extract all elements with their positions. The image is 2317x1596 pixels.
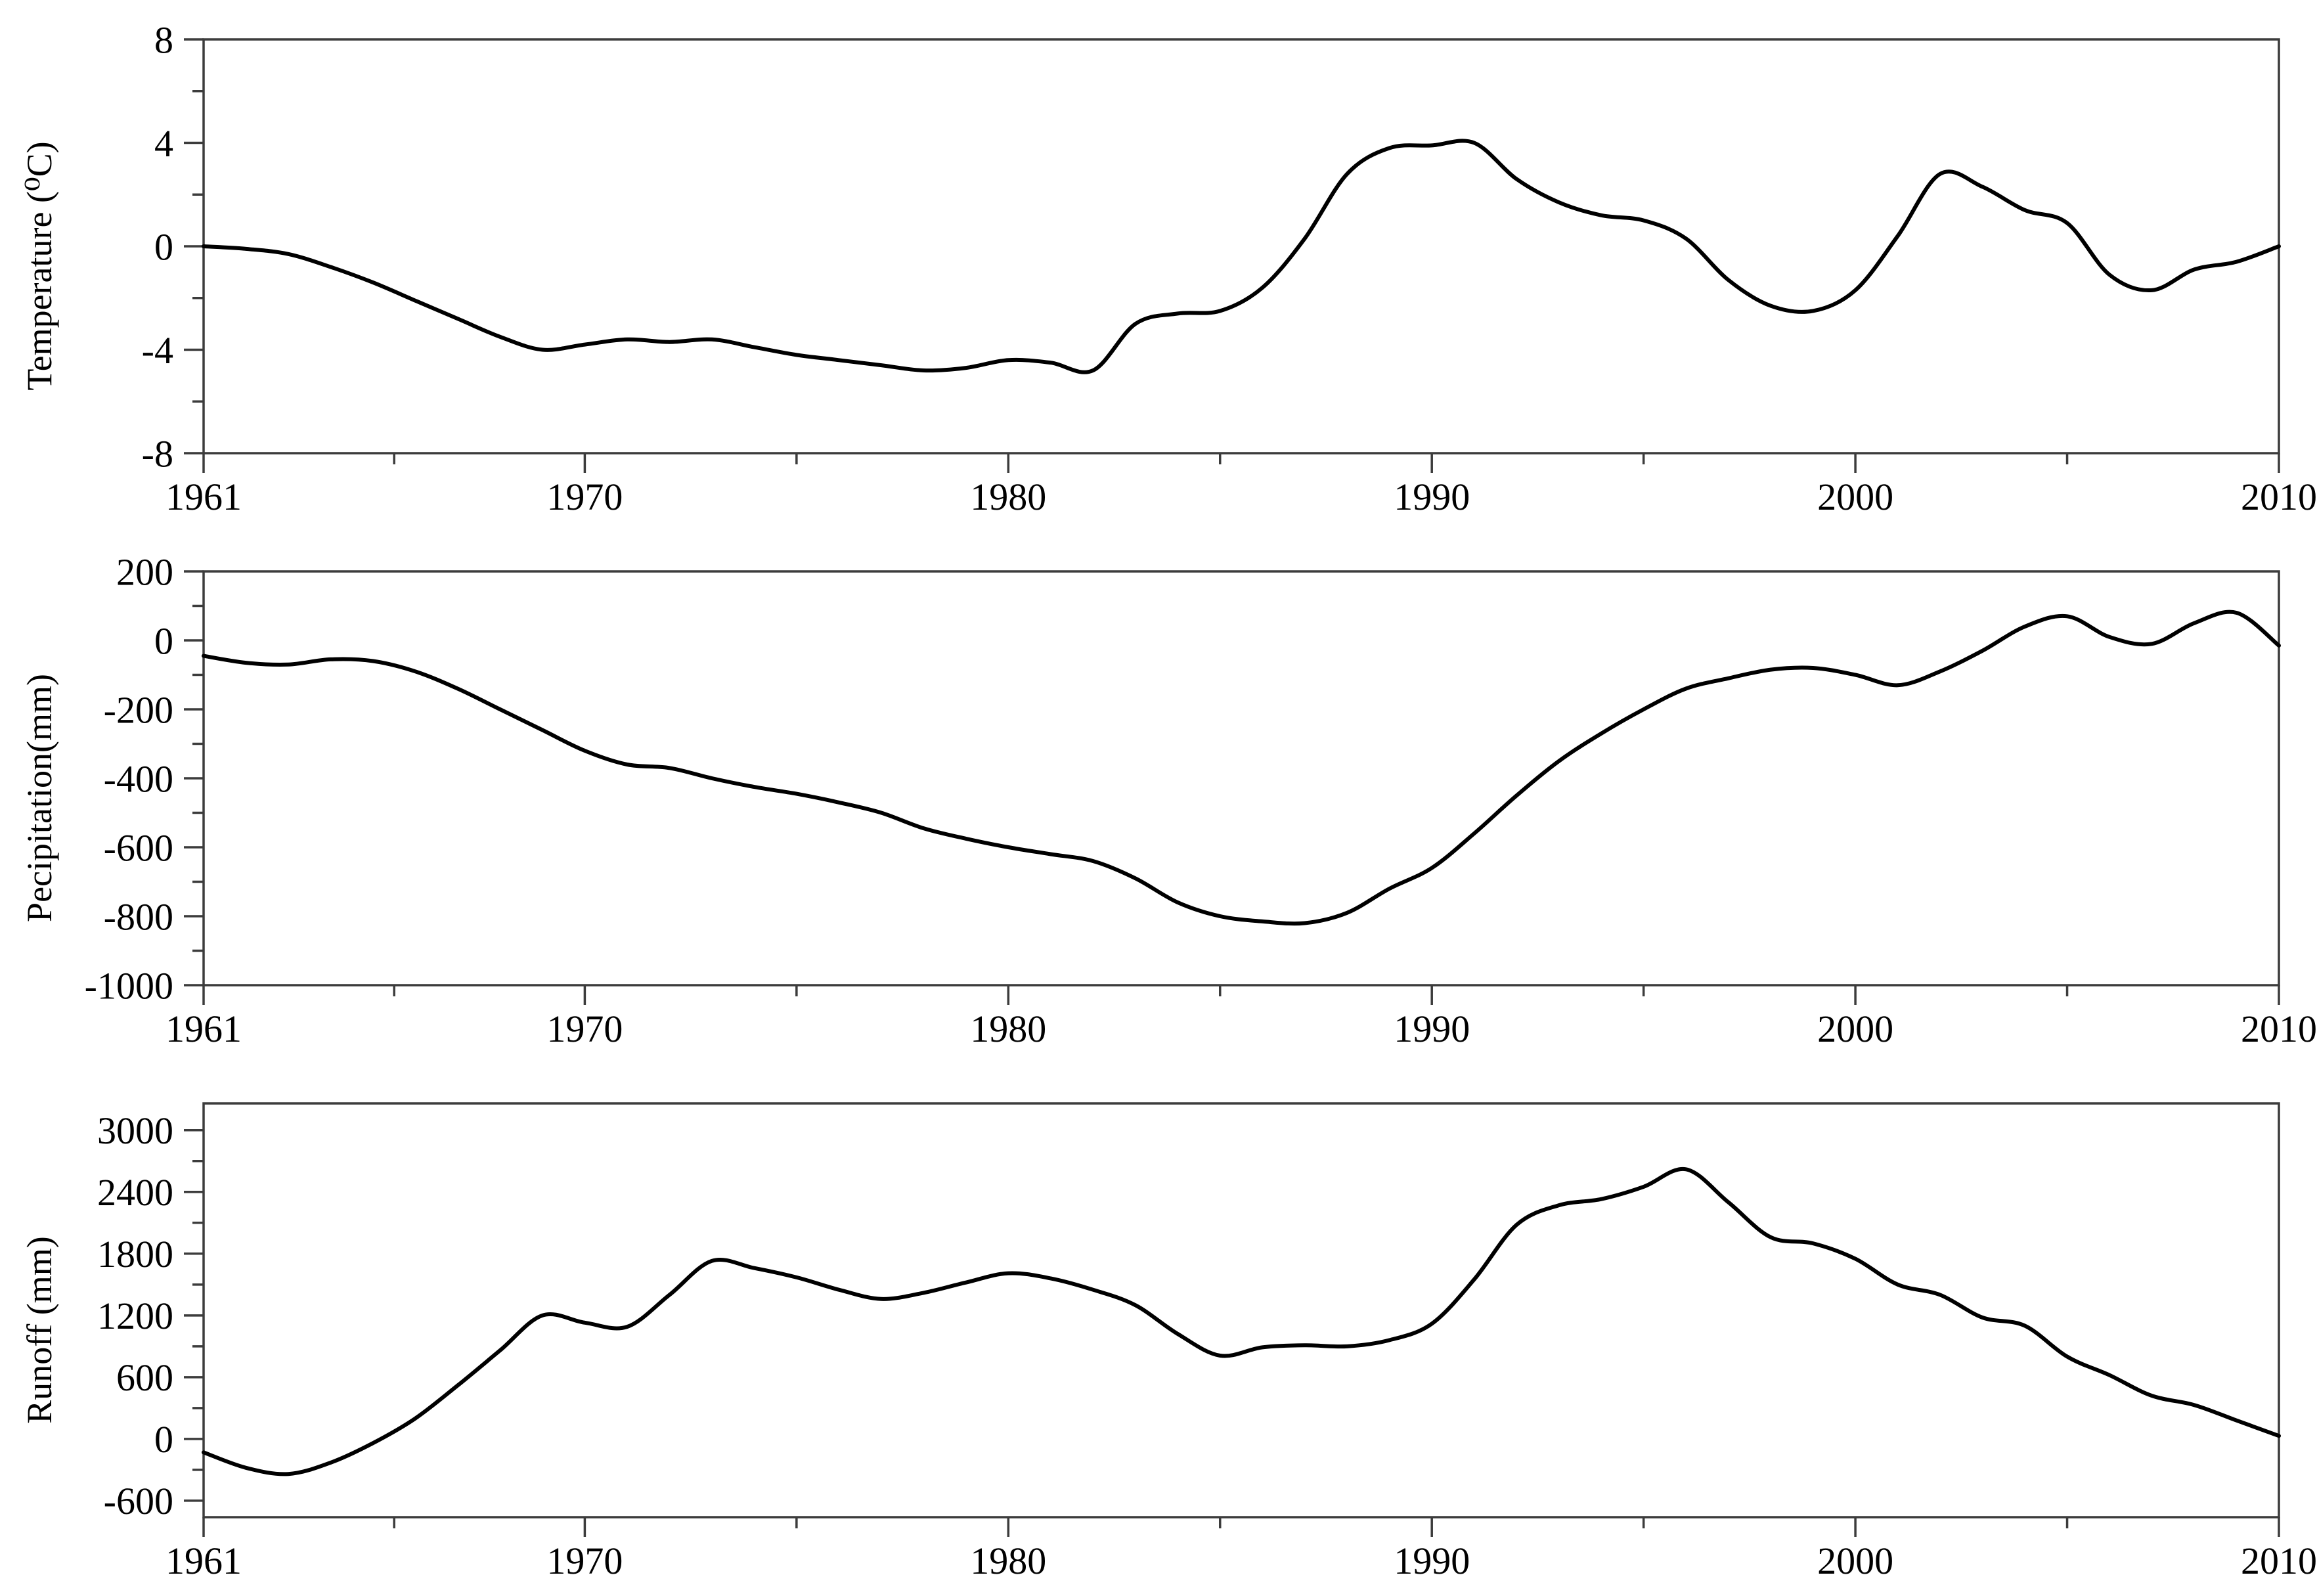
y-tick-label: 1200 <box>97 1295 173 1337</box>
plot-frame <box>202 1102 2280 1518</box>
y-tick-label: -400 <box>104 757 173 800</box>
plot-frame <box>202 38 2280 454</box>
x-tick-label: 2010 <box>2241 1540 2317 1582</box>
x-tick-label: 2010 <box>2241 476 2317 518</box>
y-tick-label: 200 <box>116 550 173 593</box>
x-tick-label: 2000 <box>1817 476 1893 518</box>
plot-frame <box>202 570 2280 986</box>
y-tick-label: 0 <box>154 1418 173 1461</box>
y-tick-label: -800 <box>104 895 173 938</box>
series-line <box>202 1166 2281 1476</box>
runoff-chart: Runoff (mm) 3000 2400 1800 1200 600 0 -600 1961… <box>0 1064 2317 1596</box>
x-tick-label: 1961 <box>166 1540 242 1582</box>
y-tick-label: 8 <box>154 18 173 61</box>
x-tick-label: 1970 <box>546 1540 623 1582</box>
x-tick-label: 1970 <box>546 476 623 518</box>
y-tick-label: -200 <box>104 688 173 731</box>
y-tick-label: -1000 <box>85 964 173 1007</box>
y-tick-label: -8 <box>142 432 173 475</box>
y-tick-label: 2400 <box>97 1171 173 1214</box>
y-tick-label: 600 <box>116 1356 173 1399</box>
x-tick-label: 1990 <box>1394 1008 1470 1050</box>
x-tick-label: 2000 <box>1817 1540 1893 1582</box>
x-tick-label: 1980 <box>970 476 1046 518</box>
x-tick-label: 1980 <box>970 1540 1046 1582</box>
runoff-plot: 3000 2400 1800 1200 600 0 -600 1961 1970 1980 1990… <box>97 1102 2317 1582</box>
x-tick-label: 2000 <box>1817 1008 1893 1050</box>
y-tick-label: -600 <box>104 826 173 869</box>
precipitation-chart: Pecipitation(mm) 200 0 -200 -400 -600 -800 -10… <box>0 532 2317 1064</box>
y-tick-label: 1800 <box>97 1233 173 1275</box>
y-tick-label: 0 <box>154 225 173 268</box>
y-tick-label: 0 <box>154 619 173 662</box>
x-tick-label: 2010 <box>2241 1008 2317 1050</box>
x-tick-label: 1961 <box>166 476 242 518</box>
temperature-chart: Temperature (⁰C) 8 4 0 -4 -8 1961 1970 1980 1990… <box>0 0 2317 532</box>
y-tick-label: 4 <box>154 122 173 165</box>
x-tick-label: 1990 <box>1394 476 1470 518</box>
series-line <box>202 139 2281 374</box>
y-tick-label: -600 <box>104 1480 173 1522</box>
x-tick-label: 1961 <box>166 1008 242 1050</box>
x-tick-label: 1980 <box>970 1008 1046 1050</box>
series-line <box>202 610 2281 926</box>
x-tick-label: 1970 <box>546 1008 623 1050</box>
x-tick-label: 1990 <box>1394 1540 1470 1582</box>
y-tick-label: -4 <box>142 329 173 372</box>
y-tick-label: 3000 <box>97 1109 173 1152</box>
